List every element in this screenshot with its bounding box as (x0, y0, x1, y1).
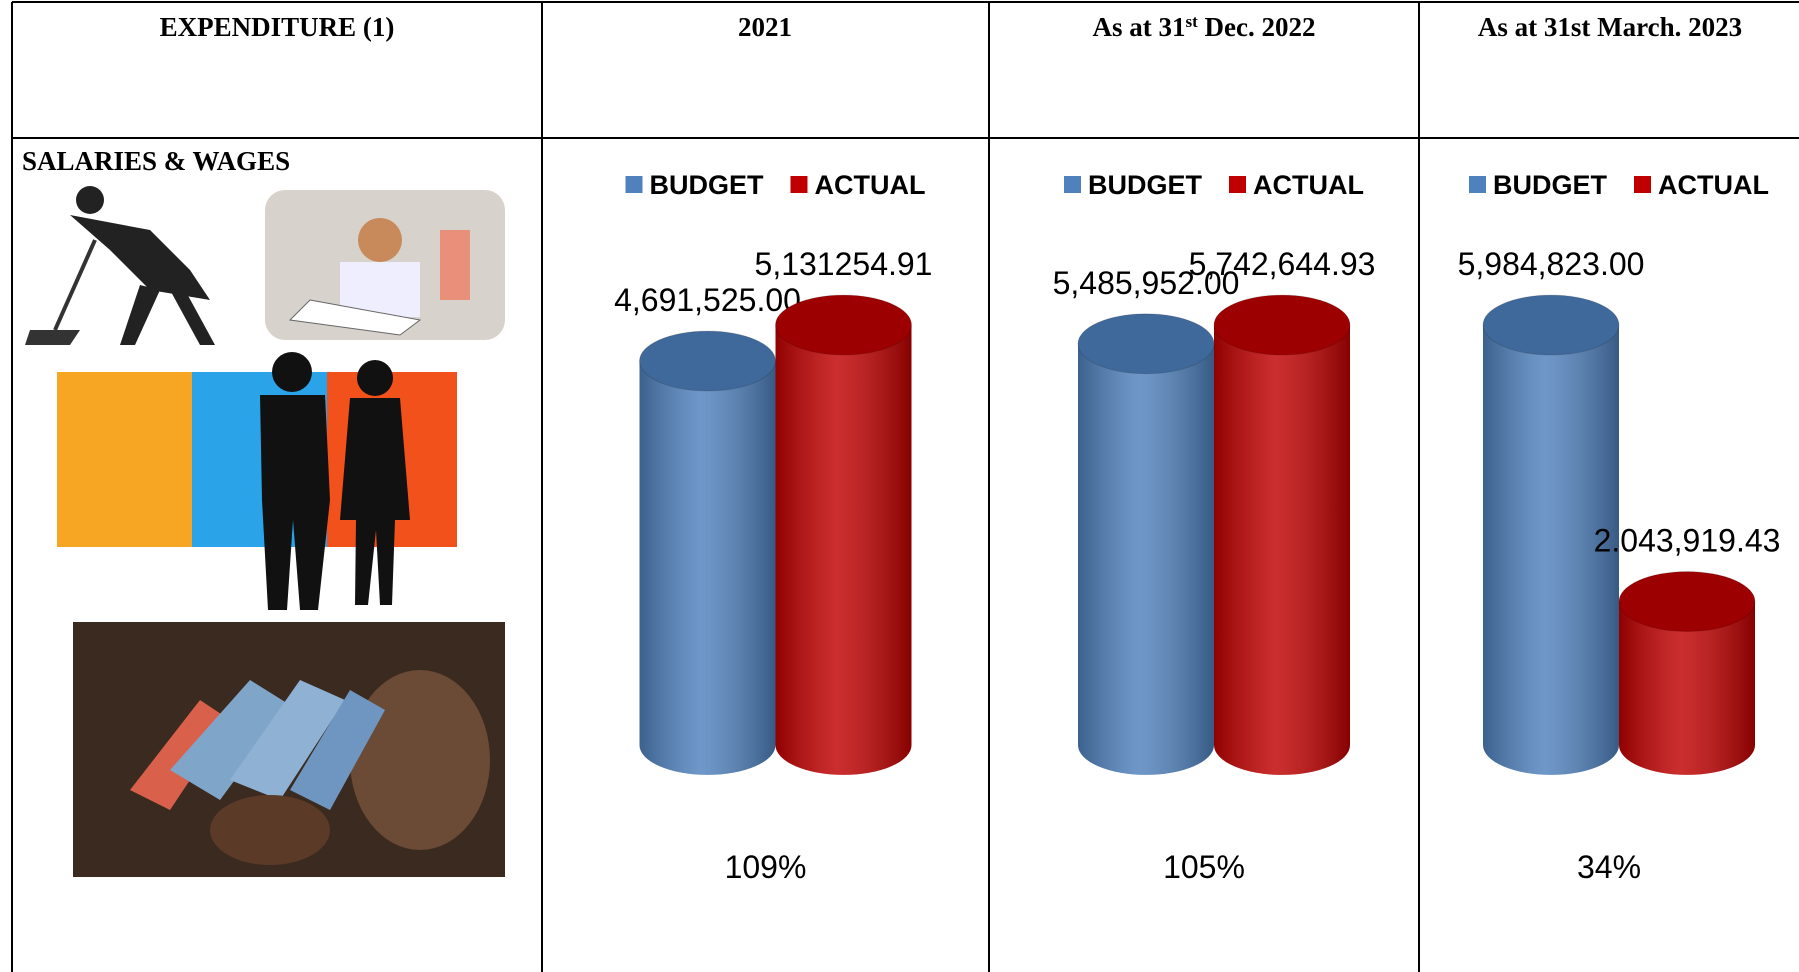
legend-swatch (1469, 176, 1486, 193)
value-label: 2.043,919.43 (1594, 523, 1781, 559)
value-label: 5,984,823.00 (1458, 246, 1645, 282)
office-clipart (265, 190, 505, 340)
bar-top-shade (640, 331, 776, 391)
legend-swatch (1634, 176, 1651, 193)
legend-label: BUDGET (1493, 170, 1608, 200)
legend-label: ACTUAL (1253, 170, 1364, 200)
row-label: SALARIES & WAGES (22, 146, 290, 176)
legend-swatch (1064, 176, 1081, 193)
money-photo (73, 622, 505, 877)
bar-shading (1214, 325, 1350, 775)
value-label: 5,742,644.93 (1189, 246, 1376, 282)
percentage: 34% (1577, 849, 1641, 885)
legend-swatch (1229, 176, 1246, 193)
legend-swatch (626, 176, 643, 193)
bar-shading (640, 361, 776, 775)
bar-shading (776, 325, 912, 775)
percentage: 105% (1163, 849, 1245, 885)
value-label: 4,691,525.00 (614, 282, 801, 318)
value-label: 5,131254.91 (755, 246, 933, 282)
bar-top-shade (776, 295, 912, 355)
header-sup: st (1186, 12, 1199, 31)
bar-top-shade (1214, 295, 1350, 355)
legend-label: ACTUAL (1658, 170, 1769, 200)
header-part: As at 31 (1093, 12, 1186, 42)
header: As at 31st March. 2023 (1478, 12, 1742, 42)
percentage: 109% (725, 849, 807, 885)
header-part: Dec. 2022 (1198, 12, 1316, 42)
legend-swatch (791, 176, 808, 193)
legend-label: BUDGET (1088, 170, 1203, 200)
bar-top-shade (1483, 295, 1619, 355)
header: EXPENDITURE (1) (160, 12, 395, 42)
bar-shading (1078, 344, 1214, 775)
legend-label: BUDGET (650, 170, 765, 200)
page: EXPENDITURE (1) 2021 As at 31st Dec. 202… (0, 0, 1799, 972)
header: As at 31st Dec. 2022 (1093, 12, 1316, 42)
legend-label: ACTUAL (815, 170, 926, 200)
bar-top-shade (1078, 314, 1214, 374)
slide: EXPENDITURE (1) 2021 As at 31st Dec. 202… (0, 0, 1799, 972)
header: 2021 (738, 12, 792, 42)
bar-top-shade (1619, 572, 1755, 632)
